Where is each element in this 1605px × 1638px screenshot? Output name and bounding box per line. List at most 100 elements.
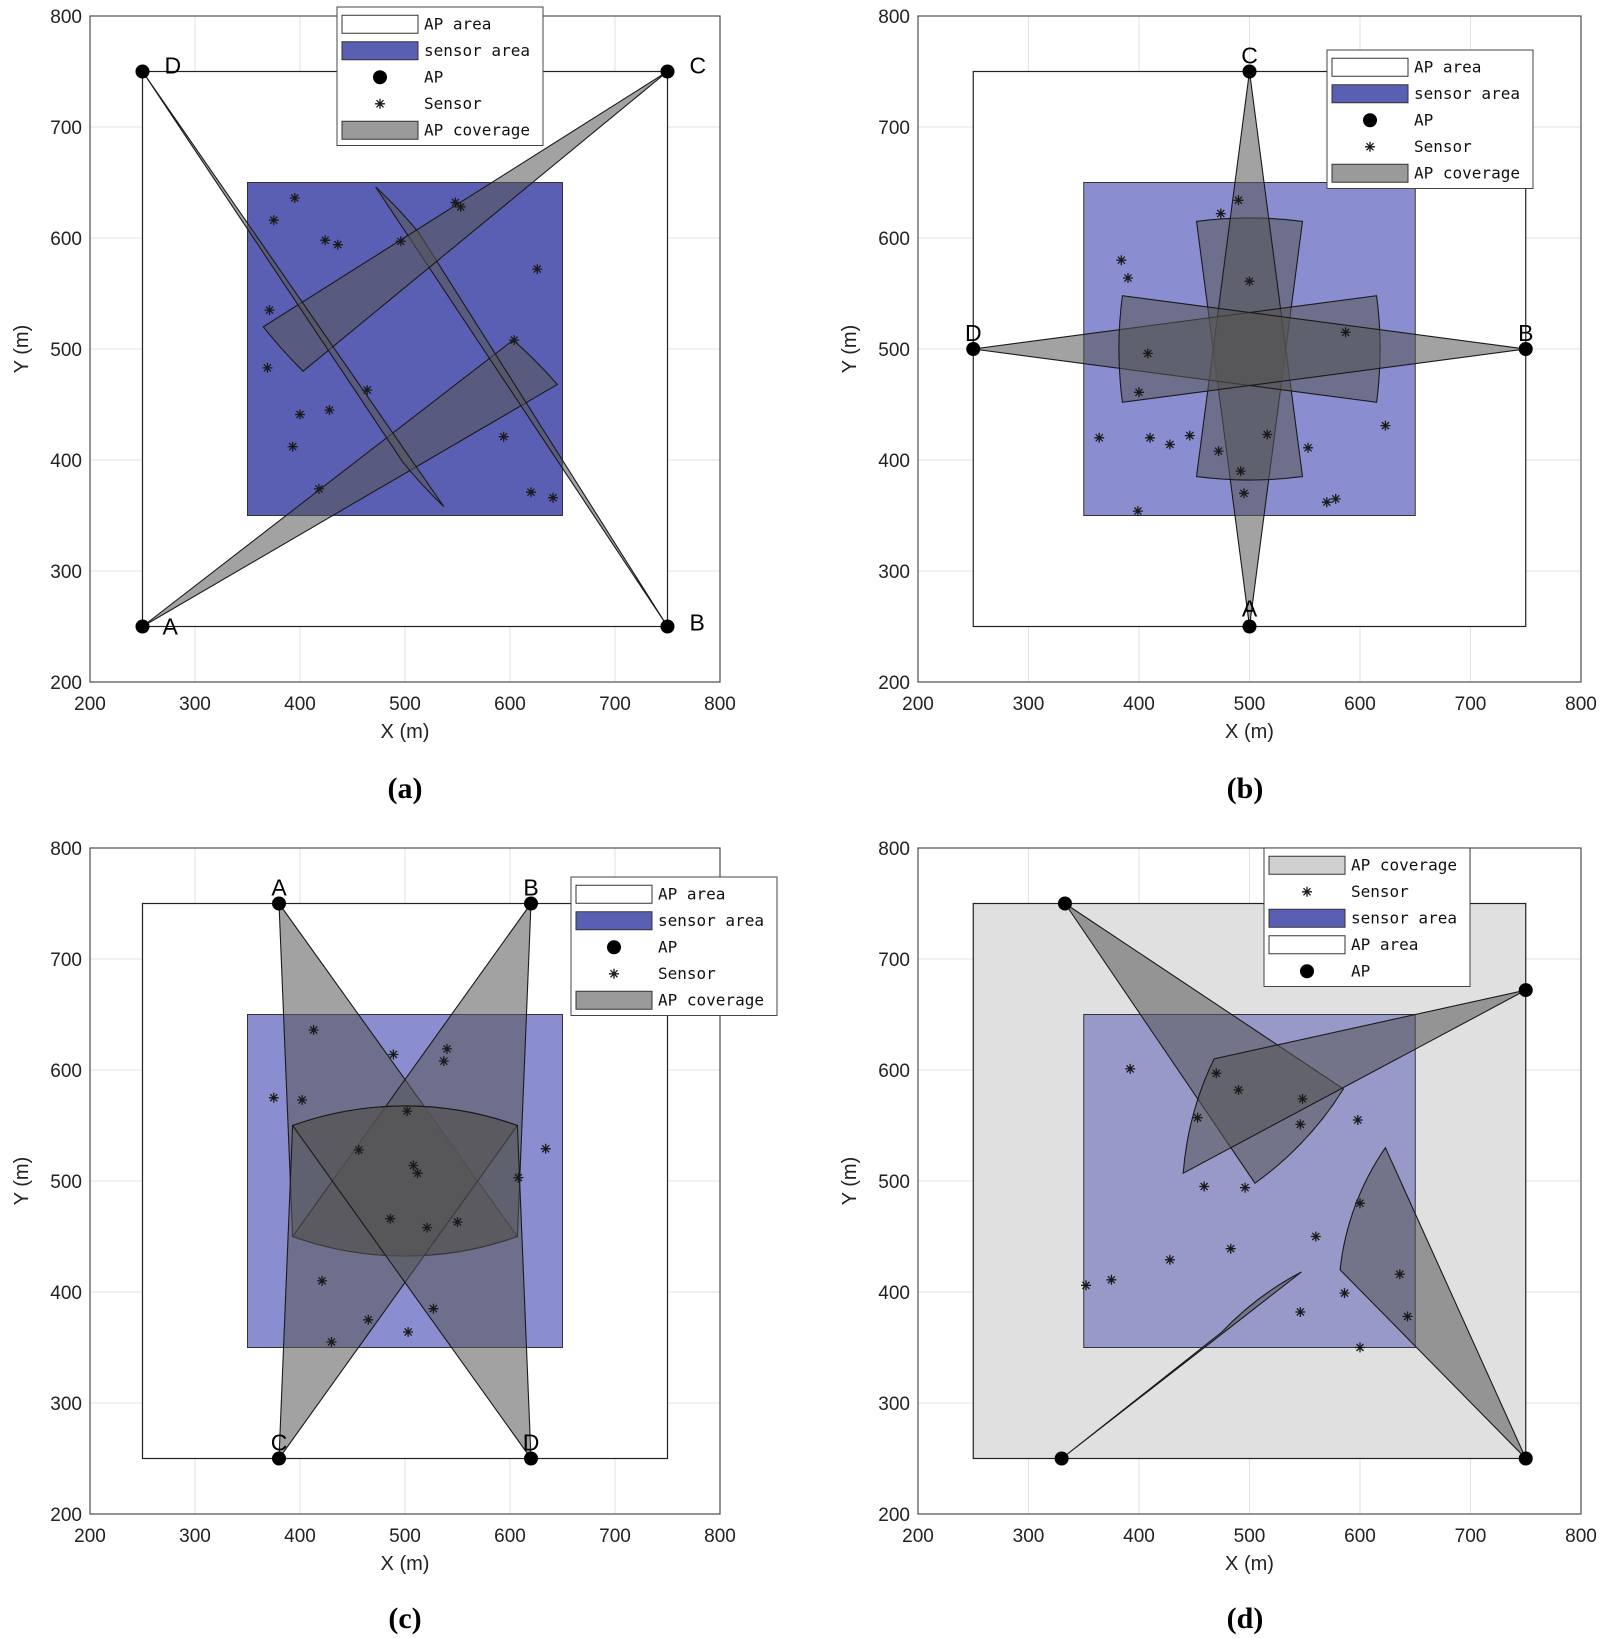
ap-label-d: D [965, 320, 982, 346]
sensor-point [1199, 1181, 1210, 1192]
sensor-point [1355, 1342, 1365, 1353]
tick-labels: 200 300 400 500 600 700 800 200 300 400 500 600 700 8… [50, 7, 736, 715]
y-tick-label: 700 [50, 950, 82, 971]
ap-coverage-group [278, 901, 532, 1461]
ap-point [1054, 1451, 1069, 1466]
x-tick-label: 800 [1565, 694, 1597, 715]
ap-point [135, 64, 150, 79]
legend-label: sensor area [658, 911, 764, 930]
y-tick-label: 300 [878, 1394, 910, 1415]
y-tick-label: 800 [50, 7, 82, 28]
ap-label-c: C [271, 1430, 288, 1456]
legend-swatch-ap-area [1268, 935, 1346, 955]
sensor-point [438, 1056, 449, 1067]
y-tick-label: 200 [878, 1505, 910, 1526]
y-tick-label: 300 [878, 562, 910, 583]
legend-marker-sensor [1302, 886, 1312, 897]
sensor-point [1339, 1288, 1350, 1299]
legend-label: AP coverage [424, 120, 530, 139]
sensor-point [268, 1092, 279, 1103]
y-tick-label: 800 [50, 839, 82, 860]
panel-b: A B C D 200 300 400 500 600 700 800 200 300 400 500 600… [839, 7, 1597, 805]
y-tick-label: 800 [878, 7, 910, 28]
legend: AP area sensor area AP Sensor AP coverage [336, 6, 544, 146]
y-tick-label: 200 [50, 673, 82, 694]
sensor-point [1402, 1311, 1413, 1322]
legend-marker-sensor [375, 98, 385, 109]
sensor-point [287, 441, 298, 452]
ap-point [272, 896, 286, 911]
sensor-point [1123, 273, 1133, 283]
ap-label-a: A [163, 614, 179, 640]
ap-point [524, 1451, 538, 1466]
sensor-point [1134, 387, 1144, 398]
legend: AP coverage Sensor sensor area AP area AP [1263, 847, 1471, 987]
ap-point [272, 1451, 286, 1466]
x-tick-label: 700 [1455, 694, 1487, 715]
sensor-point [403, 1327, 414, 1337]
ap-coverage-sector-3 [262, 71, 668, 372]
ap-point [1518, 342, 1533, 356]
sensor-point [1213, 446, 1224, 457]
legend-marker-ap [1300, 964, 1314, 979]
ap-label-b: B [690, 610, 705, 636]
ap-label-d: D [165, 53, 182, 79]
sensor-point [450, 197, 461, 208]
y-axis-label: Y (m) [11, 325, 33, 374]
x-tick-label: 600 [494, 694, 526, 715]
legend-label: AP [1351, 961, 1370, 980]
aps-group: A B C D [271, 875, 539, 1466]
panel-a: A B C D 200 300 400 500 600 700 800 200 300 400 500 600… [11, 6, 736, 805]
sensor-point [289, 193, 300, 203]
sensor-point [498, 431, 509, 442]
legend-marker-sensor [609, 968, 619, 979]
legend-marker-ap [373, 70, 387, 85]
sensor-point [332, 239, 343, 250]
legend-swatch-coverage [1331, 163, 1409, 183]
sensor-point [412, 1168, 423, 1179]
sensor-point [428, 1303, 439, 1314]
sensor-point [262, 362, 273, 373]
legend-label: sensor area [1414, 84, 1520, 103]
ap-coverage-sector-2 [1182, 989, 1527, 1175]
panel-c: A B C D 200 300 400 500 600 700 800 200 300 400 500 600… [11, 839, 778, 1635]
legend-swatch-sensor-area [1268, 908, 1346, 928]
sensor-point [402, 1106, 413, 1117]
sensor-point [1211, 1068, 1222, 1079]
legend-label: AP coverage [658, 990, 764, 1009]
sensor-point [313, 483, 324, 494]
sensor-point [1355, 1198, 1365, 1209]
x-axis-label: X (m) [381, 721, 430, 743]
sensor-point [326, 1337, 337, 1347]
panel-caption: (c) [388, 1602, 421, 1635]
sensor-point [264, 305, 275, 316]
sensor-point [320, 235, 331, 246]
legend-label: AP area [424, 14, 491, 33]
sensor-point [1321, 497, 1332, 508]
legend-swatch-ap-area [1331, 57, 1409, 77]
legend-label: AP area [1414, 57, 1481, 76]
y-tick-label: 700 [50, 118, 82, 139]
x-tick-label: 800 [704, 694, 736, 715]
panel-caption: (a) [388, 772, 423, 805]
legend-label: AP [658, 937, 677, 956]
x-axis-label: X (m) [1225, 1553, 1274, 1575]
sensor-point [1394, 1269, 1405, 1280]
y-tick-label: 400 [878, 1283, 910, 1304]
ap-coverage-group [973, 71, 1526, 627]
sensor-point [1262, 429, 1273, 440]
sensor-point [1380, 420, 1391, 431]
x-tick-label: 200 [74, 1526, 106, 1547]
y-tick-label: 500 [878, 340, 910, 361]
legend-label: Sensor [658, 964, 716, 983]
sensor-point [1116, 255, 1127, 266]
y-tick-label: 500 [50, 1172, 82, 1193]
ap-point [660, 64, 675, 79]
sensor-point [395, 236, 406, 247]
sensor-point [385, 1213, 396, 1224]
ap-coverage-sector-4 [142, 71, 445, 507]
legend-swatch-sensor-area [1331, 84, 1409, 104]
legend-label: Sensor [1414, 137, 1472, 156]
sensor-point [1125, 1063, 1136, 1074]
